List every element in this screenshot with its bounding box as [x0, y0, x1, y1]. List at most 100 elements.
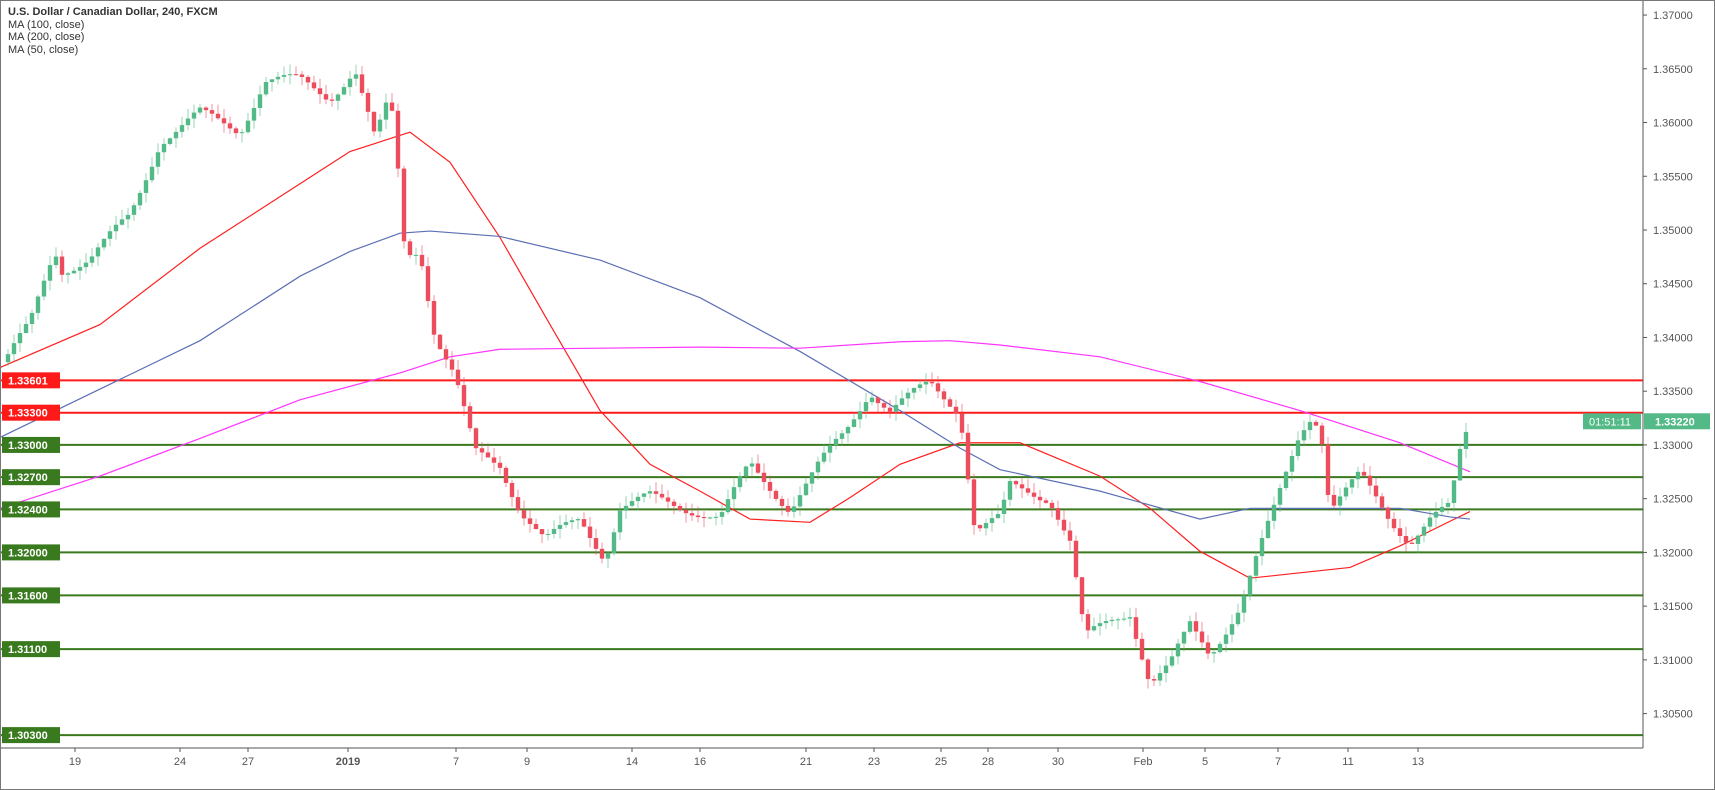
candle-body — [953, 406, 959, 414]
candle-body — [689, 513, 695, 516]
candle-body — [119, 219, 125, 225]
candle-body — [1283, 471, 1289, 488]
candle-body — [185, 118, 191, 126]
candle-body — [521, 510, 527, 519]
candle-body — [1055, 508, 1061, 520]
candle-body — [131, 205, 137, 215]
candle-body — [965, 432, 971, 480]
level-price-label: 1.32000 — [8, 547, 48, 559]
candle-body — [1391, 518, 1397, 529]
candle-body — [1241, 595, 1247, 613]
candle-body — [1457, 448, 1463, 481]
candle-body — [1025, 488, 1031, 493]
candle-body — [101, 238, 107, 248]
candle-body — [281, 75, 287, 77]
y-tick-label: 1.35500 — [1653, 171, 1693, 183]
candle-body — [311, 82, 317, 89]
candle-body — [593, 538, 599, 549]
candle-body — [659, 493, 665, 498]
candle-body — [11, 343, 17, 355]
candle-body — [245, 120, 251, 133]
candle-body — [191, 112, 197, 119]
y-tick-label: 1.36500 — [1653, 64, 1693, 76]
candle-body — [617, 510, 623, 533]
candle-body — [1151, 679, 1157, 681]
candle-body — [5, 354, 11, 363]
symbol-title: U.S. Dollar / Canadian Dollar, 240, FXCM — [8, 6, 218, 18]
x-tick-label: 24 — [174, 756, 186, 768]
candle-body — [1253, 556, 1259, 576]
candle-body — [737, 476, 743, 488]
candle-body — [1451, 480, 1457, 503]
candle-body — [341, 87, 347, 95]
legend-ma50[interactable]: MA (50, close) — [8, 43, 79, 56]
candle-body — [1445, 502, 1451, 507]
candle-body — [1103, 621, 1109, 624]
candle-body — [899, 398, 905, 405]
candle-body — [905, 392, 911, 399]
level-price-tag — [2, 436, 60, 453]
candle-body — [347, 78, 353, 88]
candle-body — [1343, 487, 1349, 497]
legend-ma200[interactable]: MA (200, close) — [8, 31, 85, 43]
candle-body — [497, 462, 503, 468]
x-tick-label: 5 — [1202, 756, 1208, 768]
candle-body — [203, 107, 209, 111]
candle-body — [947, 399, 953, 407]
candle-body — [1325, 444, 1331, 495]
x-tick-label: 11 — [1342, 756, 1353, 768]
candle-body — [1427, 517, 1433, 527]
level-price-label: 1.30300 — [8, 730, 48, 742]
candle-body — [383, 102, 389, 120]
candle-body — [785, 505, 791, 512]
candle-body — [923, 381, 929, 385]
candle-body — [1013, 481, 1019, 485]
candle-body — [1403, 535, 1409, 543]
candle-body — [47, 265, 53, 281]
candle-body — [977, 525, 983, 529]
candle-body — [437, 334, 443, 350]
candle-body — [1085, 614, 1091, 631]
candle-body — [1229, 624, 1235, 635]
candle-body — [59, 256, 65, 275]
candle-body — [929, 381, 935, 384]
candle-body — [1307, 421, 1313, 431]
candle-body — [1367, 475, 1373, 486]
level-price-label: 1.32400 — [8, 504, 48, 516]
candle-body — [233, 128, 239, 134]
candle-body — [1157, 673, 1163, 681]
candle-body — [221, 118, 227, 124]
candle-body — [1019, 484, 1025, 489]
candle-body — [833, 438, 839, 446]
candle-body — [1235, 612, 1241, 625]
candle-body — [215, 113, 221, 119]
candle-body — [1259, 538, 1265, 557]
candle-body — [1355, 471, 1361, 480]
legend-ma100[interactable]: MA (100, close) — [8, 18, 85, 31]
candle-body — [677, 505, 683, 510]
candle-body — [743, 466, 749, 477]
y-tick-label: 1.32000 — [1653, 547, 1693, 559]
candle-body — [275, 76, 281, 80]
candle-body — [1193, 621, 1199, 632]
candle-body — [413, 254, 419, 256]
candle-body — [989, 518, 995, 524]
candle-body — [839, 433, 845, 439]
bar-countdown-tag — [1583, 413, 1641, 430]
candle-body — [1277, 487, 1283, 505]
candle-body — [533, 523, 539, 530]
candle-body — [791, 506, 797, 512]
candle-body — [749, 463, 755, 467]
candle-body — [671, 501, 677, 506]
candle-body — [1109, 619, 1115, 622]
candle-body — [647, 491, 653, 494]
candle-body — [227, 123, 233, 129]
candle-body — [995, 513, 1001, 519]
candle-body — [17, 333, 23, 344]
x-tick-label: 14 — [626, 756, 638, 768]
candle-body — [41, 280, 47, 297]
y-tick-label: 1.35000 — [1653, 225, 1693, 237]
candle-body — [1115, 619, 1121, 621]
y-tick-label: 1.34500 — [1653, 279, 1693, 291]
